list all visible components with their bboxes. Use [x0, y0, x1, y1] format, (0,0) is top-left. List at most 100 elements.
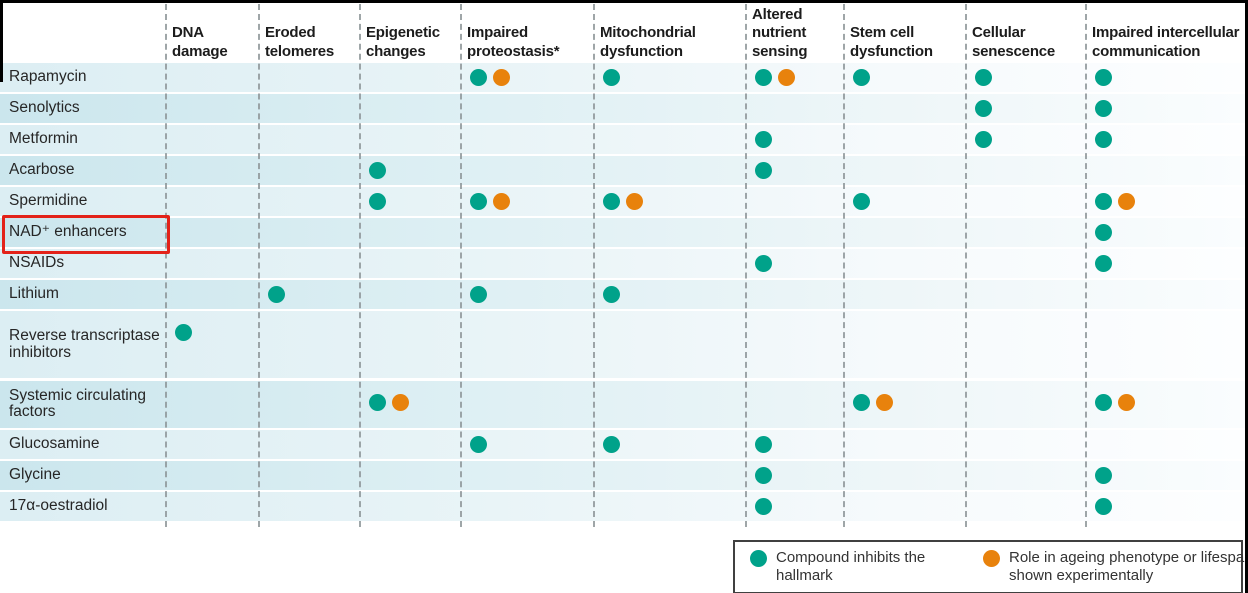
matrix-cell	[470, 192, 510, 210]
inhibits-dot-icon	[755, 161, 772, 179]
table-row-glucosamine: Glucosamine	[0, 430, 1245, 459]
row-label: Spermidine	[9, 192, 88, 209]
red-highlight-box	[2, 215, 170, 254]
column-header-eroded-telomeres: Eroded telomeres	[265, 24, 335, 60]
inhibits-dot-icon	[1095, 130, 1112, 148]
matrix-cell	[1095, 497, 1112, 515]
inhibits-dot-icon	[755, 68, 772, 86]
inhibits-dot-icon	[853, 192, 870, 210]
row-label: Systemic circulating factors	[9, 386, 146, 420]
row-label: Lithium	[9, 285, 59, 302]
experimental-dot-icon	[626, 192, 643, 210]
row-label: Reverse transcriptase inhibitors	[9, 327, 160, 361]
matrix-cell	[470, 435, 487, 453]
inhibits-dot-icon	[470, 192, 487, 210]
inhibits-dot-icon	[1095, 254, 1112, 272]
row-label: Senolytics	[9, 99, 80, 116]
matrix-cell	[603, 68, 620, 86]
experimental-dot-icon	[778, 68, 795, 86]
matrix-cell	[1095, 223, 1112, 241]
table-row-reverse-transcriptase-inhibitors: Reverse transcriptase inhibitors	[0, 311, 1245, 378]
inhibits-dot-icon	[369, 192, 386, 210]
inhibits-dot-icon	[175, 324, 192, 341]
row-label: Acarbose	[9, 161, 75, 178]
table-row-rapamycin: Rapamycin	[0, 63, 1245, 92]
matrix-cell	[603, 285, 620, 303]
matrix-cell	[755, 254, 772, 272]
legend-box: Compound inhibits the hallmark Role in a…	[733, 540, 1248, 593]
matrix-cell	[1095, 68, 1112, 86]
inhibits-dot-icon	[603, 435, 620, 453]
experimental-dot-icon	[1118, 192, 1135, 210]
inhibits-dot-icon	[975, 68, 992, 86]
inhibits-dot-icon	[268, 285, 285, 303]
matrix-cell	[755, 161, 772, 179]
matrix-rows: Rapamycin Senolytics Metformin Acarbose Sper…	[0, 63, 1245, 523]
column-header-impaired-proteostasis: Impaired proteostasis*	[467, 24, 560, 60]
inhibits-dot-icon	[1095, 497, 1112, 515]
column-header-altered-nutrient-sensing: Altered nutrient sensing	[752, 5, 808, 60]
column-header-impaired-intercellular-communication: Impaired intercellular communication	[1092, 24, 1240, 60]
inhibits-dot-icon	[975, 130, 992, 148]
inhibits-dot-icon	[369, 161, 386, 179]
matrix-cell	[853, 192, 870, 210]
table-row-spermidine: Spermidine	[0, 187, 1245, 216]
matrix-cell	[1095, 130, 1112, 148]
experimental-dot-icon	[1118, 393, 1135, 411]
inhibits-dot-icon	[975, 99, 992, 117]
inhibits-dot-icon	[1095, 192, 1112, 210]
teal-dot-icon	[750, 550, 767, 567]
inhibits-dot-icon	[755, 466, 772, 484]
matrix-cell	[1095, 393, 1135, 411]
matrix-cell	[603, 435, 620, 453]
legend-item-inhibits: Compound inhibits the hallmark	[750, 549, 954, 584]
matrix-cell	[853, 393, 893, 411]
matrix-cell	[369, 393, 409, 411]
inhibits-dot-icon	[1095, 223, 1112, 241]
column-header-cellular-senescence: Cellular senescence	[972, 24, 1056, 60]
row-label: Glycine	[9, 466, 61, 483]
matrix-cell	[755, 466, 772, 484]
row-label: Metformin	[9, 130, 78, 147]
matrix-cell	[1095, 254, 1112, 272]
experimental-dot-icon	[876, 393, 893, 411]
matrix-cell	[470, 68, 510, 86]
matrix-cell	[470, 285, 487, 303]
inhibits-dot-icon	[369, 393, 386, 411]
inhibits-dot-icon	[1095, 68, 1112, 86]
inhibits-dot-icon	[853, 68, 870, 86]
experimental-dot-icon	[493, 192, 510, 210]
inhibits-dot-icon	[1095, 393, 1112, 411]
matrix-cell	[369, 161, 386, 179]
inhibits-dot-icon	[470, 435, 487, 453]
row-label: Rapamycin	[9, 68, 87, 85]
matrix-cell	[853, 68, 870, 86]
left-border-bar	[0, 0, 3, 82]
column-header-stem-cell-dysfunction: Stem cell dysfunction	[850, 24, 933, 60]
matrix-cell	[975, 130, 992, 148]
table-row-nsaids: NSAIDs	[0, 249, 1245, 278]
table-row-senolytics: Senolytics	[0, 94, 1245, 123]
matrix-cell	[369, 192, 386, 210]
matrix-cell	[268, 285, 285, 303]
right-border-bar	[1245, 0, 1248, 593]
matrix-cell	[1095, 466, 1112, 484]
matrix-cell	[1095, 99, 1112, 117]
table-row-acarbose: Acarbose	[0, 156, 1245, 185]
inhibits-dot-icon	[603, 68, 620, 86]
legend-label: Role in ageing phenotype or lifespan sho…	[1009, 549, 1248, 584]
inhibits-dot-icon	[755, 435, 772, 453]
table-row-metformin: Metformin	[0, 125, 1245, 154]
inhibits-dot-icon	[470, 285, 487, 303]
top-border-bar	[0, 0, 1248, 3]
inhibits-dot-icon	[470, 68, 487, 86]
inhibits-dot-icon	[755, 497, 772, 515]
matrix-cell	[975, 99, 992, 117]
matrix-cell	[1095, 192, 1135, 210]
matrix-cell	[603, 192, 643, 210]
table-row-lithium: Lithium	[0, 280, 1245, 309]
legend-item-experimental: Role in ageing phenotype or lifespan sho…	[983, 549, 1248, 584]
column-header-epigenetic-changes: Epigenetic changes	[366, 24, 440, 60]
inhibits-dot-icon	[1095, 466, 1112, 484]
matrix-cell	[755, 435, 772, 453]
